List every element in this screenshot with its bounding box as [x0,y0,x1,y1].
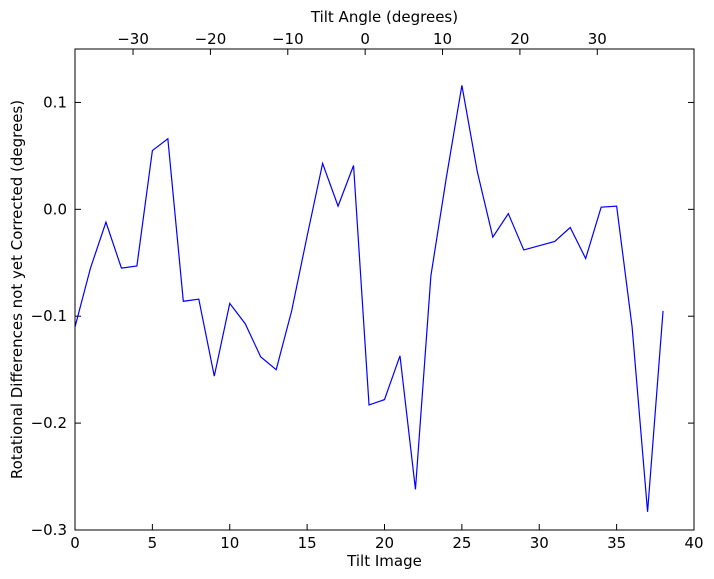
x-tick-label: 0 [70,534,80,552]
x2-tick-label: 0 [360,30,370,48]
x2-tick-label: −20 [195,30,227,48]
x-tick-label: 5 [148,534,158,552]
plot-series [74,85,664,512]
plot-frame [74,48,695,531]
x-axis-label: Tilt Image [346,552,422,570]
x-tick-label: 30 [530,534,549,552]
x2-tick-label: −30 [117,30,149,48]
tick-labels: 0 5 10 15 20 25 30 35 40 −0.3 −0.2 −0.1 0.0 0.1 −30 −20… [31,30,704,552]
x2-tick-label: 30 [588,30,607,48]
x2-axis-label: Tilt Angle (degrees) [310,8,458,26]
y-tick-label: −0.1 [31,307,67,325]
x-tick-label: 10 [220,534,239,552]
x2-tick-label: −10 [272,30,304,48]
x-tick-label: 20 [375,534,394,552]
y-tick-label: 0.0 [43,200,67,218]
y-tick-label: −0.3 [31,521,67,539]
y-axis-label: Rotational Differences not yet Corrected… [8,100,26,479]
y-tick-label: 0.1 [43,93,67,111]
x2-tick-label: 20 [510,30,529,48]
x-tick-label: 40 [684,534,703,552]
series-line [74,85,664,512]
x-tick-label: 15 [298,534,317,552]
x2-tick-label: 10 [433,30,452,48]
x-tick-label: 25 [452,534,471,552]
x-tick-label: 35 [607,534,626,552]
y-tick-label: −0.2 [31,414,67,432]
